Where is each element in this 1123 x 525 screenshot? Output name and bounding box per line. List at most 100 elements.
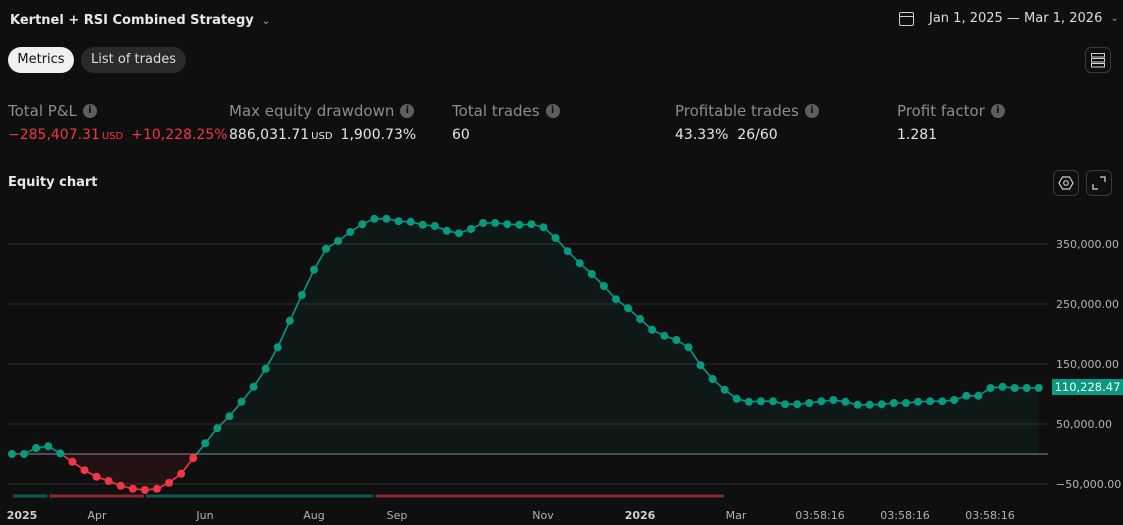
equity-point[interactable] [624,304,633,313]
equity-point[interactable] [950,396,959,404]
equity-point[interactable] [612,295,620,304]
chart-settings-button[interactable] [1053,170,1079,196]
info-icon[interactable]: i [82,104,97,118]
equity-point[interactable] [841,397,850,406]
equity-point[interactable] [394,217,403,226]
equity-point[interactable] [261,364,270,373]
equity-point[interactable] [322,244,331,253]
equity-point[interactable] [587,270,596,278]
equity-point[interactable] [636,315,645,323]
info-icon[interactable]: i [545,104,560,118]
equity-point[interactable] [140,486,149,494]
strategy-selector[interactable]: Kertnel + RSI Combined Strategy ⌄ [10,13,270,28]
equity-point[interactable] [575,259,584,268]
equity-point[interactable] [672,336,681,344]
equity-point[interactable] [370,214,379,223]
equity-point[interactable] [769,397,778,406]
equity-point[interactable] [599,282,608,290]
equity-point[interactable] [165,478,174,487]
equity-point[interactable] [805,399,814,407]
equity-point[interactable] [442,226,451,235]
equity-point[interactable] [56,449,65,458]
equity-point[interactable] [479,219,488,227]
equity-point[interactable] [92,472,101,481]
equity-point[interactable] [648,325,657,334]
equity-point[interactable] [974,391,983,400]
equity-point[interactable] [684,343,693,352]
equity-point[interactable] [237,397,246,406]
equity-point[interactable] [189,454,198,463]
equity-point[interactable] [406,217,415,226]
equity-point[interactable] [418,220,427,229]
equity-point[interactable] [962,391,971,400]
equity-point[interactable] [708,375,717,383]
info-icon[interactable]: i [990,104,1005,118]
equity-point[interactable] [720,385,729,394]
equity-point[interactable] [829,396,838,404]
equity-point[interactable] [44,442,53,451]
equity-point[interactable] [986,384,995,392]
layout-menu-button[interactable] [1085,47,1111,73]
equity-point[interactable] [889,399,898,407]
info-icon[interactable]: i [804,104,819,118]
equity-point[interactable] [382,214,391,223]
equity-point[interactable] [865,400,874,409]
equity-point[interactable] [515,220,524,229]
equity-point[interactable] [563,247,572,256]
equity-point[interactable] [334,237,343,245]
equity-point[interactable] [467,225,476,233]
equity-point[interactable] [756,397,765,406]
equity-point[interactable] [273,343,282,352]
expand-chart-button[interactable] [1086,170,1112,196]
equity-point[interactable] [177,469,186,478]
equity-point[interactable] [358,220,367,229]
equity-point[interactable] [781,400,790,409]
equity-point[interactable] [68,457,77,466]
equity-point[interactable] [1034,383,1043,392]
equity-point[interactable] [817,397,826,406]
date-range-selector[interactable]: Jan 1, 2025 — Mar 1, 2026 ⌄ [899,11,1119,26]
equity-point[interactable] [128,484,137,493]
equity-point[interactable] [491,219,500,227]
equity-point[interactable] [660,331,669,340]
equity-point[interactable] [32,444,41,452]
equity-point[interactable] [998,382,1007,391]
equity-point[interactable] [225,412,234,421]
equity-point[interactable] [1022,384,1031,392]
equity-point[interactable] [503,220,512,229]
equity-point[interactable] [877,400,886,409]
equity-point[interactable] [926,397,935,406]
equity-point[interactable] [152,484,161,493]
equity-point[interactable] [346,228,355,236]
equity-point[interactable] [901,399,910,407]
equity-point[interactable] [914,397,922,406]
equity-point[interactable] [213,424,222,433]
equity-point[interactable] [539,223,548,232]
equity-point[interactable] [793,400,802,409]
tab-metrics[interactable]: Metrics [8,47,74,73]
equity-point[interactable] [430,222,439,230]
equity-point[interactable] [310,265,318,274]
equity-point[interactable] [285,316,294,325]
equity-point[interactable] [104,477,113,485]
equity-point[interactable] [853,400,862,409]
info-icon[interactable]: i [400,104,415,118]
equity-point[interactable] [116,481,125,490]
equity-point[interactable] [20,450,29,458]
equity-point[interactable] [1010,384,1019,392]
equity-point[interactable] [527,220,536,229]
tab-list-of-trades[interactable]: List of trades [81,47,186,73]
equity-point[interactable] [8,450,16,458]
equity-point[interactable] [938,397,947,406]
equity-point[interactable] [249,382,258,391]
equity-point[interactable] [201,439,210,448]
equity-point[interactable] [551,234,560,242]
equity-point[interactable] [696,361,705,370]
equity-point[interactable] [297,291,306,299]
trade-period-bar-loss [49,494,144,498]
equity-point[interactable] [454,229,463,238]
equity-point[interactable] [744,397,753,406]
equity-point[interactable] [732,394,741,403]
equity-point[interactable] [80,466,89,475]
